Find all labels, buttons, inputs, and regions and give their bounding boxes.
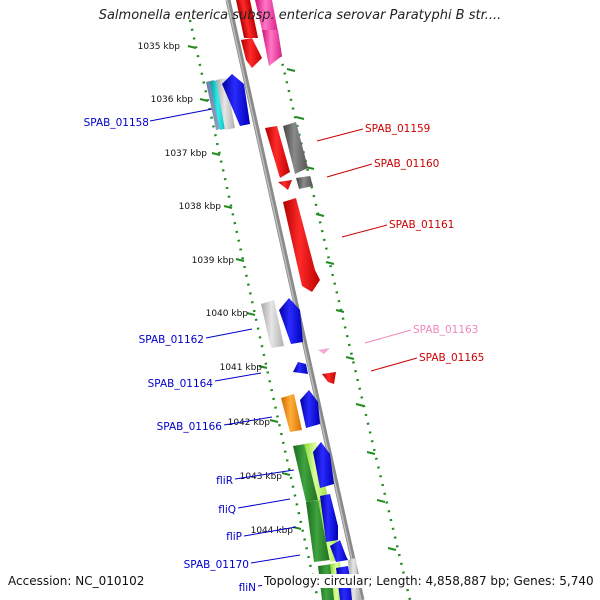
gene-arrow-blue-01166[interactable] bbox=[300, 390, 320, 428]
gene-arrow-blue-fliQ[interactable] bbox=[320, 494, 338, 542]
gene-label-SPAB_01164[interactable]: SPAB_01164 bbox=[148, 378, 214, 390]
leader-SPAB_01166 bbox=[223, 416, 273, 426]
leader-SPAB_01163 bbox=[364, 329, 412, 344]
gene-label-SPAB_01170[interactable]: SPAB_01170 bbox=[184, 559, 249, 571]
gene-arrow-red-01165[interactable] bbox=[322, 372, 336, 384]
gene-block-gray-01160[interactable] bbox=[283, 122, 308, 174]
leader-SPAB_01164 bbox=[214, 372, 262, 382]
gene-label-fliP[interactable]: fliP bbox=[226, 531, 242, 543]
organism-title: Salmonella enterica subsp. enterica sero… bbox=[98, 8, 502, 23]
leader-SPAB_01165 bbox=[370, 357, 418, 372]
gene-label-fliN[interactable]: fliN bbox=[239, 582, 256, 594]
tick-label-1040: 1040 kbp bbox=[206, 309, 249, 319]
gene-label-SPAB_01162[interactable]: SPAB_01162 bbox=[139, 334, 204, 346]
leader-SPAB_01160 bbox=[326, 163, 373, 178]
track-band bbox=[190, 0, 410, 600]
gene-block-gray[interactable] bbox=[216, 78, 235, 130]
gene-arrow-red[interactable] bbox=[241, 38, 262, 68]
gene-label-SPAB_01165[interactable]: SPAB_01165 bbox=[419, 352, 484, 364]
gene-arrow-blue-01158[interactable] bbox=[222, 74, 250, 126]
gene-block-gray-small[interactable] bbox=[296, 176, 313, 189]
gene-arrow-pink-01163[interactable] bbox=[318, 348, 330, 354]
gene-block-green-1[interactable] bbox=[293, 444, 318, 502]
gene-block-orange[interactable] bbox=[281, 394, 302, 432]
gene-label-SPAB_01158[interactable]: SPAB_01158 bbox=[84, 117, 149, 129]
gene-arrow-pink-2[interactable] bbox=[262, 30, 282, 66]
tick-label-1041: 1041 kbp bbox=[220, 363, 263, 373]
gene-label-SPAB_01161[interactable]: SPAB_01161 bbox=[389, 219, 454, 231]
tick-label-1042: 1042 kbp bbox=[228, 418, 271, 428]
leader-fliR bbox=[234, 469, 295, 480]
leader-fliP bbox=[243, 526, 297, 537]
gene-arrow-blue-fliP[interactable] bbox=[330, 540, 348, 562]
gene-block-red-01159[interactable] bbox=[265, 126, 290, 178]
gene-block-red[interactable] bbox=[236, 0, 259, 38]
gene-arrow-red-small[interactable] bbox=[278, 180, 292, 190]
leader-SPAB_01162 bbox=[205, 328, 253, 339]
gene-arrow-blue-01162[interactable] bbox=[279, 298, 303, 344]
outer-tick-line bbox=[270, 19, 412, 600]
gene-label-SPAB_01163[interactable]: SPAB_01163 bbox=[413, 324, 478, 336]
gene-block-lightgray-01162[interactable] bbox=[261, 300, 284, 348]
gene-arrow-blue-01164[interactable] bbox=[293, 362, 308, 374]
gene-label-SPAB_01166[interactable]: SPAB_01166 bbox=[157, 421, 223, 433]
leader-SPAB_01170 bbox=[250, 554, 301, 564]
tick-label-1039: 1039 kbp bbox=[192, 256, 235, 266]
gene-arrow-blue-fliR[interactable] bbox=[313, 442, 334, 488]
gene-label-SPAB_01160[interactable]: SPAB_01160 bbox=[374, 158, 439, 170]
tick-label-1043: 1043 kbp bbox=[240, 472, 283, 482]
gene-label-SPAB_01159[interactable]: SPAB_01159 bbox=[365, 123, 430, 135]
gene-block-green-2[interactable] bbox=[306, 500, 330, 562]
leader-SPAB_01158 bbox=[149, 108, 213, 122]
tick-label-1037: 1037 kbp bbox=[165, 149, 208, 159]
tick-label-1035: 1035 kbp bbox=[138, 42, 181, 52]
backbone-highlight bbox=[226, 0, 362, 600]
leader-fliQ bbox=[237, 498, 291, 509]
accession-text: Accession: NC_010102 bbox=[8, 574, 145, 588]
genome-summary-text: Topology: circular; Length: 4,858,887 bp… bbox=[262, 574, 596, 588]
leader-SPAB_01159 bbox=[316, 128, 364, 142]
gene-arrow-red-01161[interactable] bbox=[283, 198, 320, 292]
tick-label-1038: 1038 kbp bbox=[179, 202, 222, 212]
major-ticks bbox=[187, 45, 397, 551]
gene-label-fliR[interactable]: fliR bbox=[216, 475, 233, 487]
leader-SPAB_01161 bbox=[341, 224, 388, 238]
gene-label-fliQ[interactable]: fliQ bbox=[218, 504, 236, 516]
tick-label-1036: 1036 kbp bbox=[151, 95, 194, 105]
genome-backbone bbox=[225, 0, 365, 600]
